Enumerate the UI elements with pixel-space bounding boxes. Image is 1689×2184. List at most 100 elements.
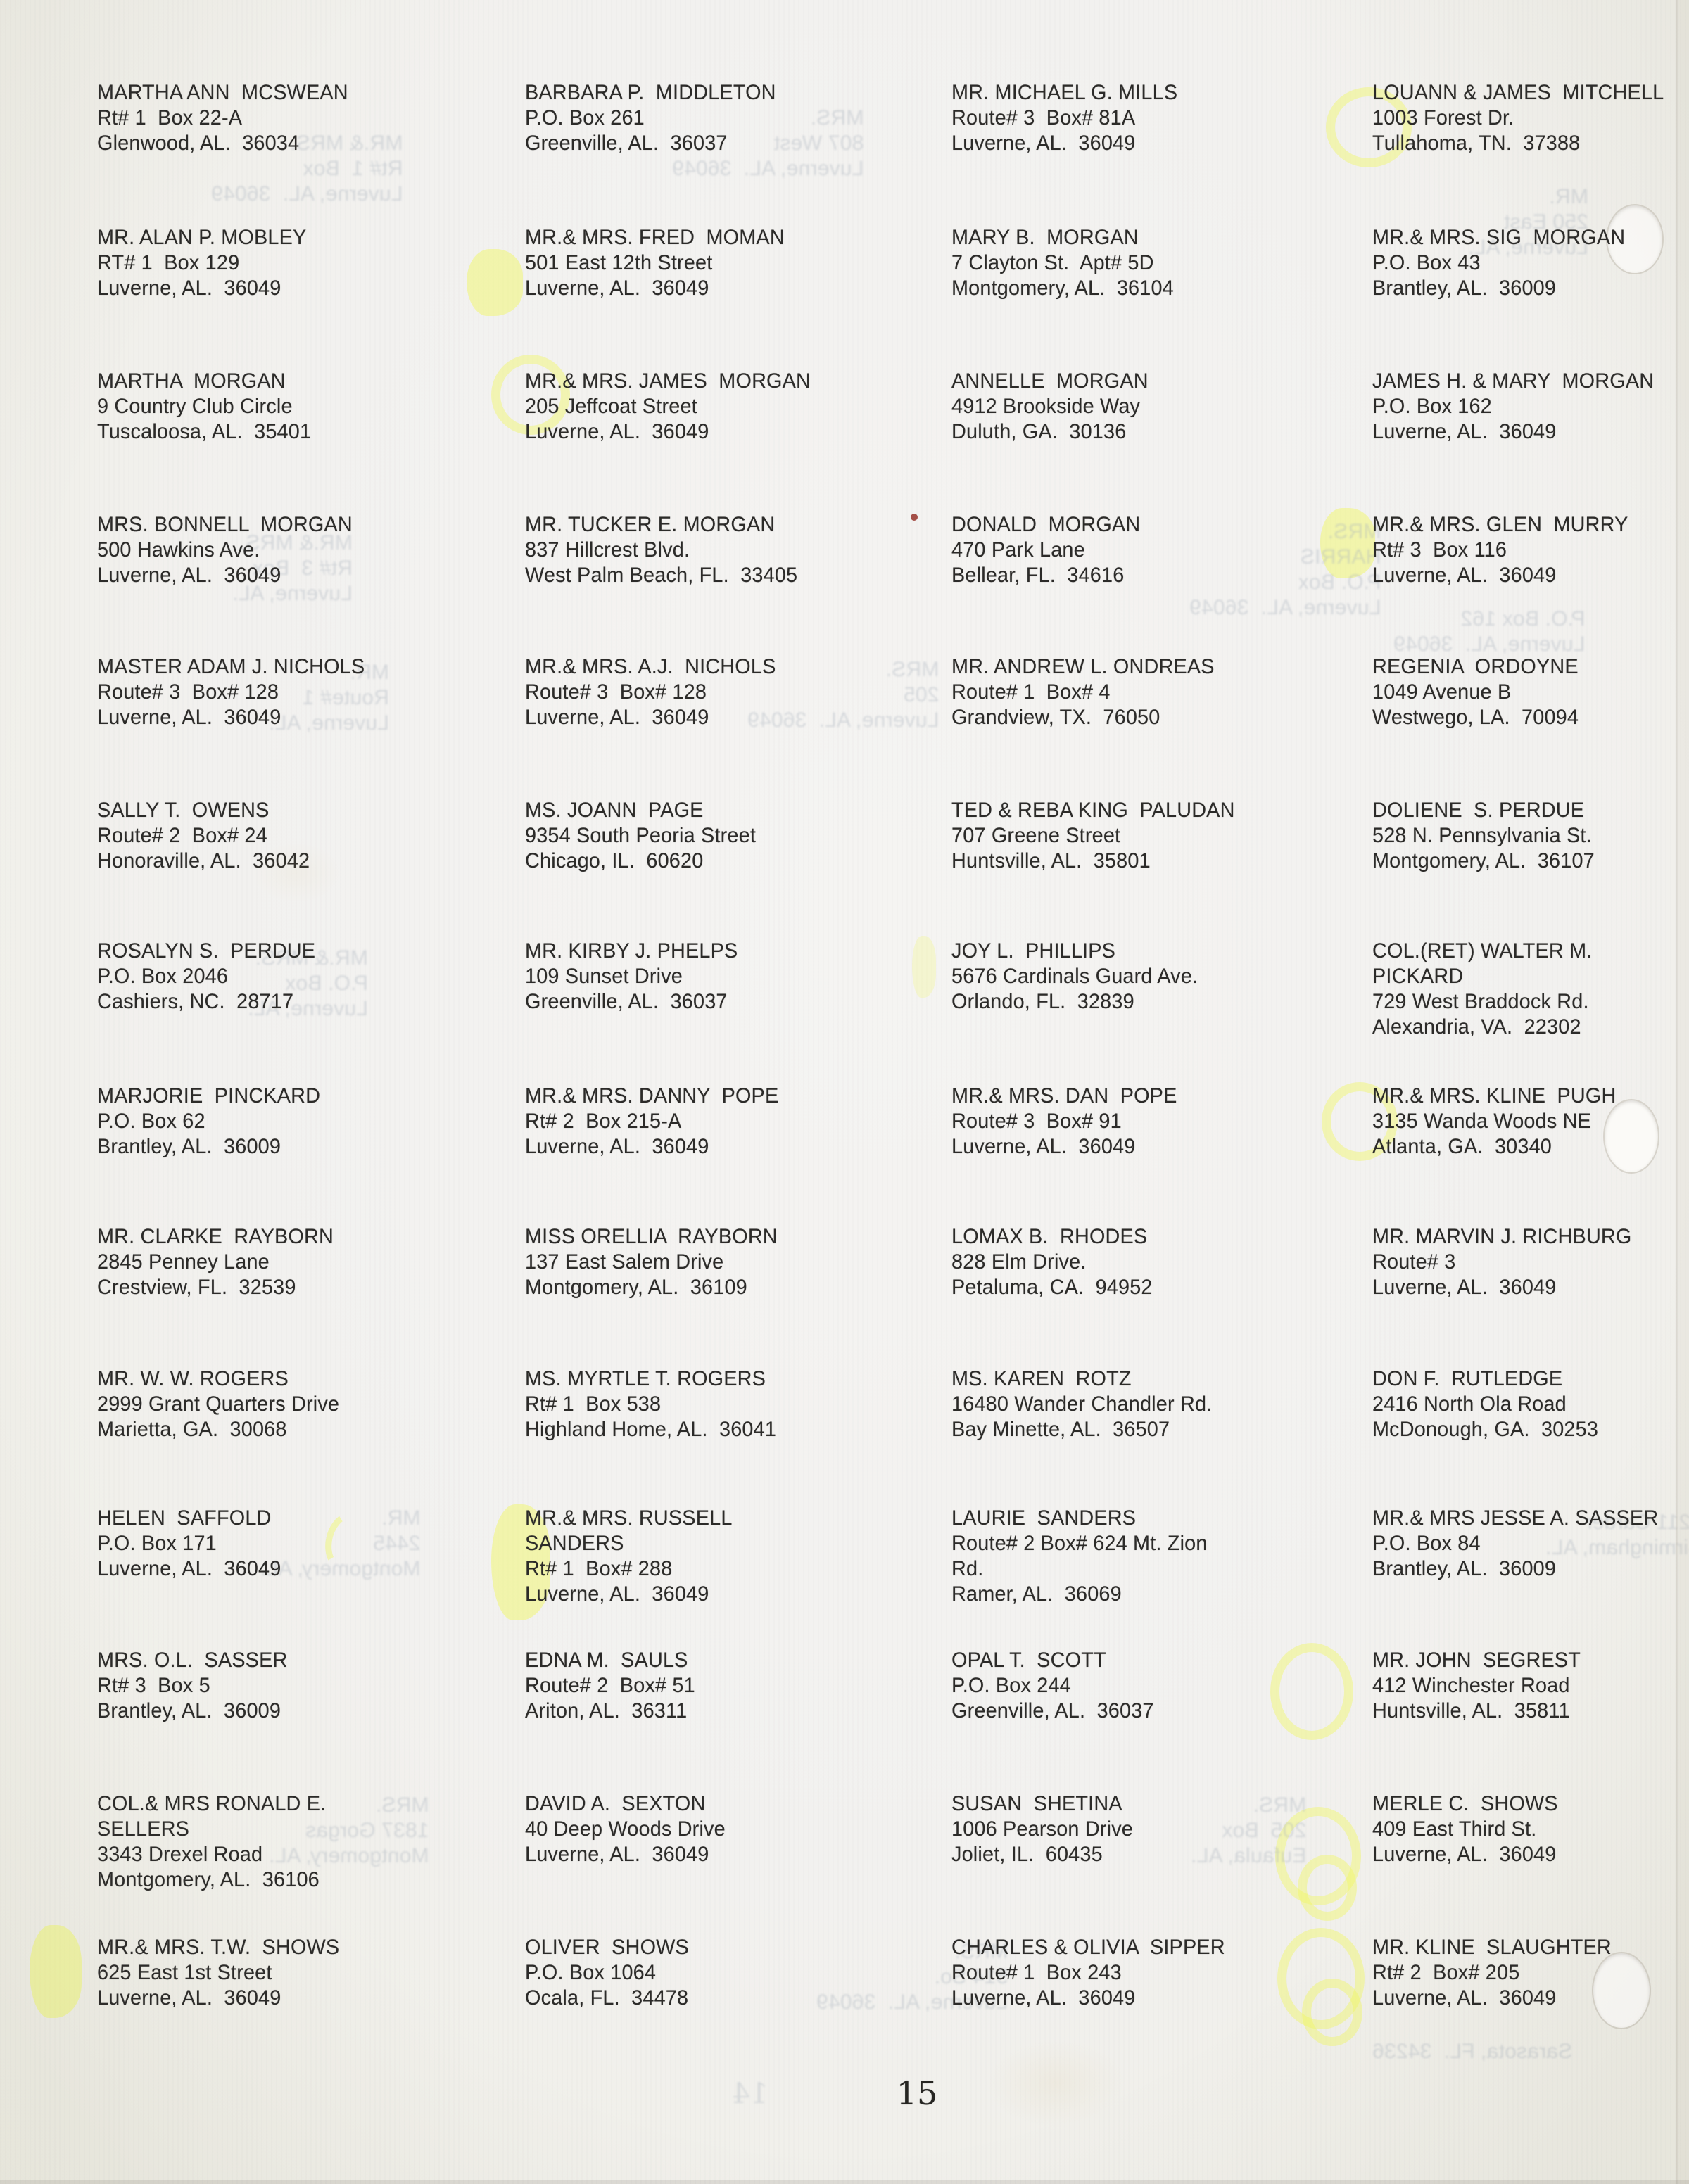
address-entry: MR. KIRBY J. PHELPS 109 Sunset Drive Green… [525,939,738,1015]
highlighter-mark [1277,1928,1365,2029]
entry-address-line: Glenwood, AL. 36034 [97,132,300,155]
address-entry: MR. W. W. ROGERS 2999 Grant Quarters Driv… [97,1366,339,1442]
bleedthrough-ghost: P.O. Box 162 Luverne, AL. 36049 [1393,607,1585,657]
address-entry: MARY B. MORGAN 7 Clayton St. Apt# 5D Montg… [951,225,1174,301]
entry-name-line: MARJORIE PINCKARD [97,1084,321,1107]
entry-address-line: Rt# 2 Box 215-A [525,1110,682,1133]
entry-name-line: COL.(RET) WALTER M. [1372,939,1593,963]
entry-address-line: Brantley, AL. 36009 [1372,1557,1557,1580]
address-entry: MARJORIE PINCKARD P.O. Box 62 Brantley, AL… [97,1084,320,1160]
ghost-line: Luverne, AL. 36049 [672,157,864,180]
address-entry: MS. JOANN PAGE 9354 South Peoria Street Ch… [525,798,756,874]
entry-name-line: MS. JOANN PAGE [525,799,704,822]
address-entry: MR.& MRS. DAN POPE Route# 3 Box# 91 Luvern… [951,1084,1177,1160]
page-number-bleedthrough: 14 [732,2078,768,2110]
address-entry: MERLE C. SHOWS 409 East Third St. Luverne,… [1372,1791,1558,1867]
entry-address-line: 205 Jeffcoat Street [525,395,697,418]
address-entry: MR.& MRS. SIG MORGAN P.O. Box 43 Brantley,… [1372,225,1625,301]
address-entry: MR. JOHN SEGREST 412 Winchester Road Hunts… [1372,1648,1581,1724]
entry-address-line: Route# 3 Box# 128 [97,680,279,704]
entry-address-line: 9354 South Peoria Street [525,824,757,847]
entry-address-line: 5676 Cardinals Guard Ave. [951,965,1198,988]
entry-address-line: Honoraville, AL. 36042 [97,849,310,872]
address-entry: BARBARA P. MIDDLETON P.O. Box 261 Greenvil… [525,80,776,156]
entry-address-line: SELLERS [97,1817,190,1841]
entry-name-line: MR.& MRS. A.J. NICHOLS [525,655,776,678]
ghost-line: Montgomery, AL. [260,1557,421,1580]
address-entry: MARTHA ANN MCSWEAN Rt# 1 Box 22-A Glenwood… [97,80,348,156]
entry-address-line: Route# 1 Box 243 [951,1961,1122,1984]
entry-name-line: MR.& MRS. FRED MOMAN [525,226,785,249]
entry-address-line: 470 Park Lane [951,538,1085,561]
entry-address-line: 412 Winchester Road [1372,1674,1570,1697]
entry-name-line: MR.& MRS. DANNY POPE [525,1084,779,1107]
entry-name-line: MERLE C. SHOWS [1372,1792,1558,1815]
ghost-line: Luverne, AL. 36049 [1189,596,1381,619]
entry-name-line: MR. KLINE SLAUGHTER [1372,1936,1612,1959]
entry-name-line: MR. MARVIN J. RICHBURG [1372,1225,1632,1248]
entry-address-line: Rt# 1 Box# 288 [525,1557,673,1580]
address-entry: JOY L. PHILLIPS 5676 Cardinals Guard Ave.… [951,939,1198,1015]
address-entry: MS. KAREN ROTZ 16480 Wander Chandler Rd. B… [951,1366,1212,1442]
entry-name-line: MR.& MRS JESSE A. SASSER [1372,1506,1659,1530]
entry-name-line: MARTHA ANN MCSWEAN [97,81,348,104]
entry-name-line: EDNA M. SAULS [525,1649,688,1672]
entry-name-line: MR. ANDREW L. ONDREAS [951,655,1215,678]
entry-address-line: 528 N. Pennsylvania St. [1372,824,1592,847]
entry-address-line: 2845 Penney Lane [97,1250,270,1274]
ghost-line: Luverne, AL. 36049 [211,182,403,205]
address-entry: COL.& MRS RONALD E. SELLERS 3343 Drexel Ro… [97,1791,326,1893]
ghost-line: Luverne, AL. 36049 [747,709,940,732]
ghost-line: MRS. [1327,520,1381,543]
entry-address-line: Route# 2 Box# 24 [97,824,267,847]
entry-address-line: Brantley, AL. 36009 [97,1699,282,1722]
address-entry: MARTHA MORGAN 9 Country Club Circle Tuscal… [97,369,311,445]
address-entry: MR.& MRS. JAMES MORGAN 205 Jeffcoat Stree… [525,369,811,445]
address-entry: LOUANN & JAMES MITCHELL 1003 Forest Dr. Tu… [1372,80,1664,156]
punch-hole [1605,1100,1658,1172]
ghost-line: Sarasota, FL. 34236 [1372,2040,1573,2063]
entry-address-line: Rt# 3 Box 116 [1372,538,1507,561]
entry-address-line: West Palm Beach, FL. 33405 [525,564,798,587]
ghost-line: MR. [381,1506,421,1530]
entry-address-line: PICKARD [1372,965,1464,988]
paper-bottom-edge [0,2180,1689,2184]
page-number: 15 [896,2074,938,2112]
entry-address-line: Luverne, AL. 36049 [97,706,282,729]
entry-address-line: Crestview, FL. 32539 [97,1276,296,1299]
entry-address-line: 9 Country Club Circle [97,395,293,418]
entry-address-line: Huntsville, AL. 35811 [1372,1699,1570,1722]
entry-address-line: 16480 Wander Chandler Rd. [951,1392,1213,1416]
entry-address-line: P.O. Box 2046 [97,965,229,988]
red-ink-dot [911,514,918,521]
entry-address-line: Montgomery, AL. 36109 [525,1276,747,1299]
entry-address-line: Luverne, AL. 36049 [951,1135,1136,1158]
entry-address-line: 409 East Third St. [1372,1817,1537,1841]
entry-address-line: RT# 1 Box 129 [97,251,240,274]
entry-address-line: Route# 3 [1372,1250,1456,1274]
address-entry: ROSALYN S. PERDUE P.O. Box 2046 Cashiers, … [97,939,315,1015]
ghost-line: P.O. Box 162 [1460,607,1586,630]
entry-address-line: Route# 2 Box# 624 Mt. Zion [951,1532,1208,1555]
entry-name-line: MR. CLARKE RAYBORN [97,1225,334,1248]
ghost-line: P.O. Box [1298,571,1381,594]
entry-address-line: Highland Home, AL. 36041 [525,1418,777,1441]
entry-address-line: Route# 2 Box# 51 [525,1674,695,1697]
entry-name-line: MR. MICHAEL G. MILLS [951,81,1178,104]
highlighter-mark [30,1925,82,2018]
entry-address-line: Huntsville, AL. 35801 [951,849,1151,872]
entry-address-line: Luverne, AL. 36049 [1372,564,1557,587]
entry-name-line: OLIVER SHOWS [525,1936,689,1959]
entry-address-line: 837 Hillcrest Blvd. [525,538,690,561]
entry-address-line: Luverne, AL. 36049 [525,706,709,729]
bleedthrough-ghost: MRS. HARRIS P.O. Box Luverne, AL. 36049 [1189,519,1381,621]
entry-address-line: Tuscaloosa, AL. 35401 [97,420,312,443]
address-entry: SALLY T. OWENS Route# 2 Box# 24 Honoravill… [97,798,310,874]
entry-address-line: 2416 North Ola Road [1372,1392,1567,1416]
entry-address-line: Luverne, AL. 36049 [1372,1843,1557,1866]
entry-name-line: MR.& MRS. DAN POPE [951,1084,1177,1107]
entry-address-line: 1049 Avenue B [1372,680,1512,704]
entry-name-line: TED & REBA KING PALUDAN [951,799,1235,822]
entry-address-line: Greenville, AL. 36037 [525,990,728,1013]
entry-address-line: Luverne, AL. 36049 [97,1986,282,2010]
